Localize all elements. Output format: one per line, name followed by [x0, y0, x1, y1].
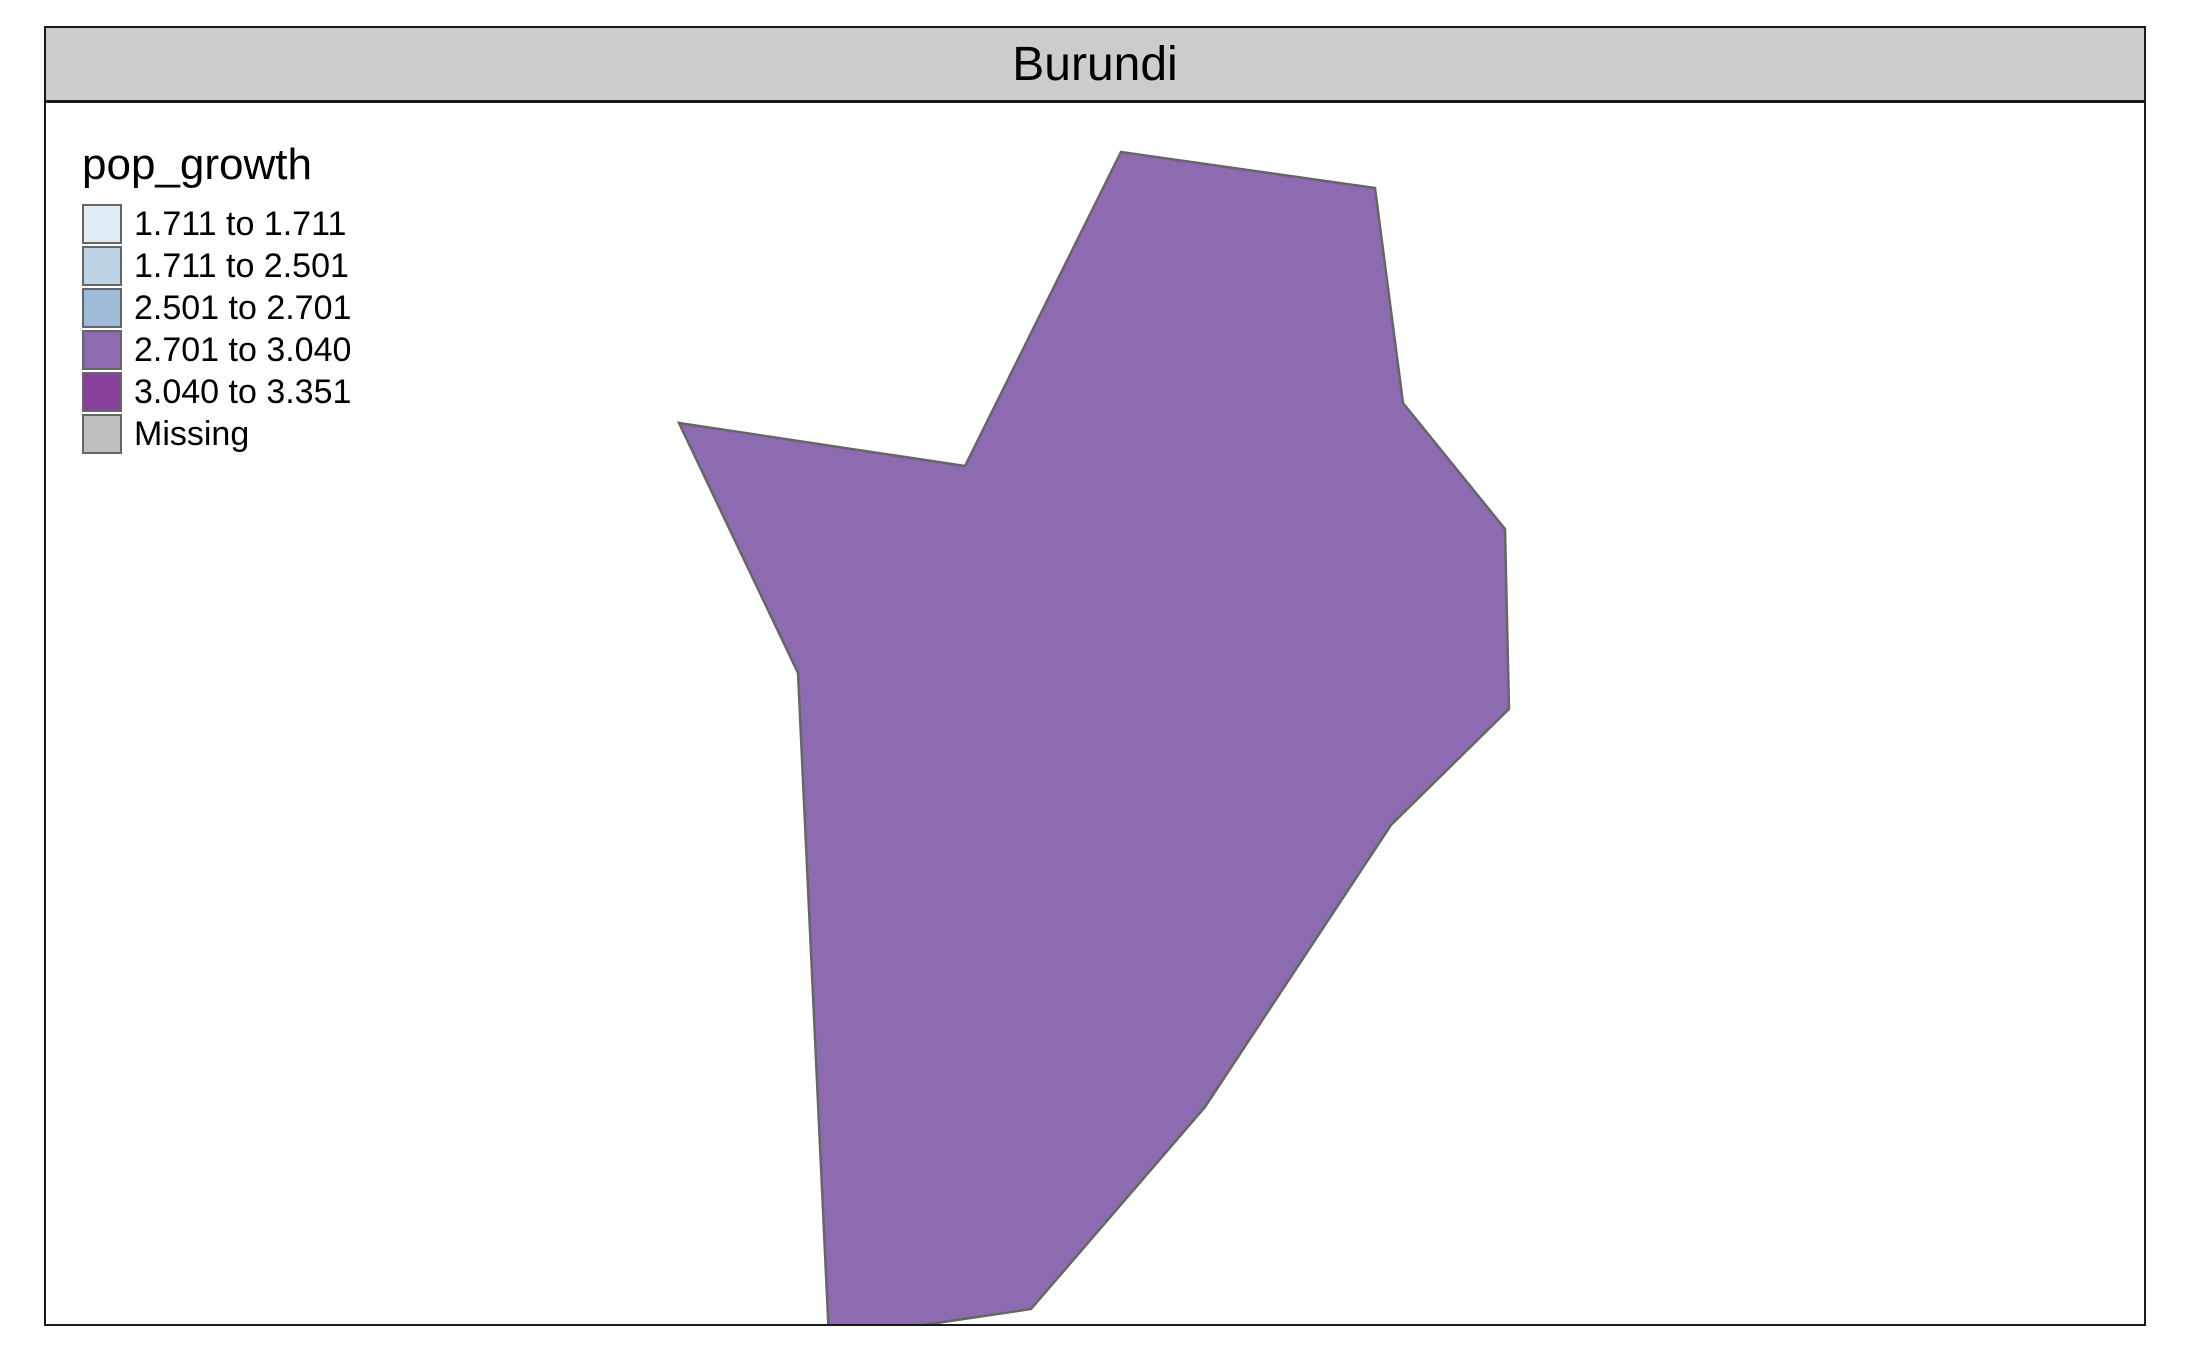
legend-row: Missing	[82, 413, 351, 455]
legend-row: 1.711 to 1.711	[82, 203, 351, 245]
legend-swatch	[82, 330, 122, 370]
legend-row: 2.501 to 2.701	[82, 287, 351, 329]
legend-swatch	[82, 372, 122, 412]
legend-swatch	[82, 288, 122, 328]
legend-label: 1.711 to 2.501	[134, 246, 349, 285]
country-polygon-burundi[interactable]	[676, 150, 1511, 1324]
panel-title-strip: Burundi	[46, 28, 2144, 103]
legend-swatch	[82, 246, 122, 286]
legend-row: 2.701 to 3.040	[82, 329, 351, 371]
legend-title: pop_growth	[82, 140, 312, 189]
panel-title: Burundi	[1012, 37, 1178, 91]
legend-label: 2.501 to 2.701	[134, 288, 352, 327]
map-panel: Burundi pop_growth 1.711 to 1.711 1.711 …	[44, 26, 2146, 1326]
legend-label: 3.040 to 3.351	[134, 372, 352, 411]
legend-label: 2.701 to 3.040	[134, 330, 352, 369]
legend-label: 1.711 to 1.711	[134, 204, 347, 243]
map-canvas	[676, 150, 1511, 1324]
legend-swatch	[82, 414, 122, 454]
legend: pop_growth 1.711 to 1.711 1.711 to 2.501…	[82, 143, 351, 455]
legend-label: Missing	[134, 414, 250, 453]
legend-swatch	[82, 204, 122, 244]
legend-row: 1.711 to 2.501	[82, 245, 351, 287]
legend-row: 3.040 to 3.351	[82, 371, 351, 413]
